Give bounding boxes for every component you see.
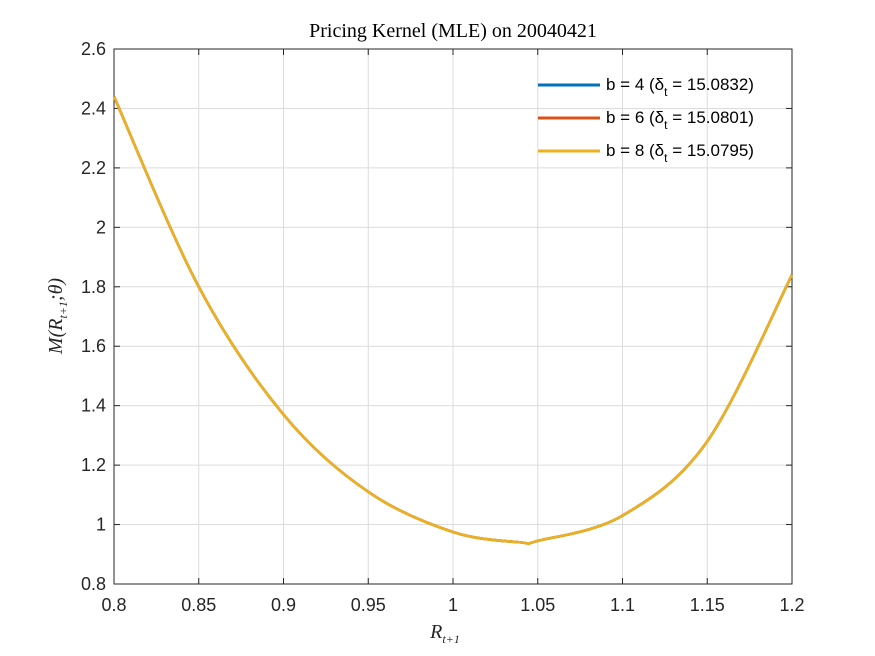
- series-lines: [112, 96, 794, 546]
- y-tick-label: 2.4: [81, 98, 106, 118]
- x-tick-label: 0.85: [181, 595, 216, 615]
- y-tick-label: 2: [96, 217, 106, 237]
- x-tick-label: 1.15: [690, 595, 725, 615]
- y-tick-label: 1: [96, 515, 106, 535]
- chart-title: Pricing Kernel (MLE) on 20040421: [309, 20, 597, 42]
- ticks: 0.8 0.85 0.9 0.95 1 1.05 1.1 1.15 1.2 0.8 1 1.2 1.4 1…: [81, 39, 805, 615]
- legend-label-b4: b = 4 (δt = 15.0832): [606, 75, 754, 99]
- y-tick-label: 2.6: [81, 39, 106, 59]
- legend-label-b6: b = 6 (δt = 15.0801): [606, 108, 754, 132]
- x-tick-label: 1.2: [779, 595, 804, 615]
- x-axis-label: Rt+1: [429, 621, 460, 646]
- y-axis-label: M(Rt+1;θ): [45, 278, 70, 355]
- y-tick-label: 1.2: [81, 455, 106, 475]
- y-tick-label: 1.8: [81, 277, 106, 297]
- y-tick-label: 2.2: [81, 158, 106, 178]
- y-tick-label: 1.6: [81, 336, 106, 356]
- legend: b = 4 (δt = 15.0832) b = 6 (δt = 15.0801…: [538, 75, 754, 165]
- x-tick-label: 1.05: [520, 595, 555, 615]
- legend-label-b8: b = 8 (δt = 15.0795): [606, 141, 754, 165]
- grid: [113, 48, 793, 585]
- x-tick-label: 0.9: [271, 595, 296, 615]
- y-tick-label: 1.4: [81, 396, 106, 416]
- x-tick-label: 0.8: [101, 595, 126, 615]
- y-tick-label: 0.8: [81, 574, 106, 594]
- x-tick-label: 0.95: [351, 595, 386, 615]
- series-line-2: [112, 96, 794, 546]
- x-tick-label: 1: [448, 595, 458, 615]
- x-tick-label: 1.1: [610, 595, 635, 615]
